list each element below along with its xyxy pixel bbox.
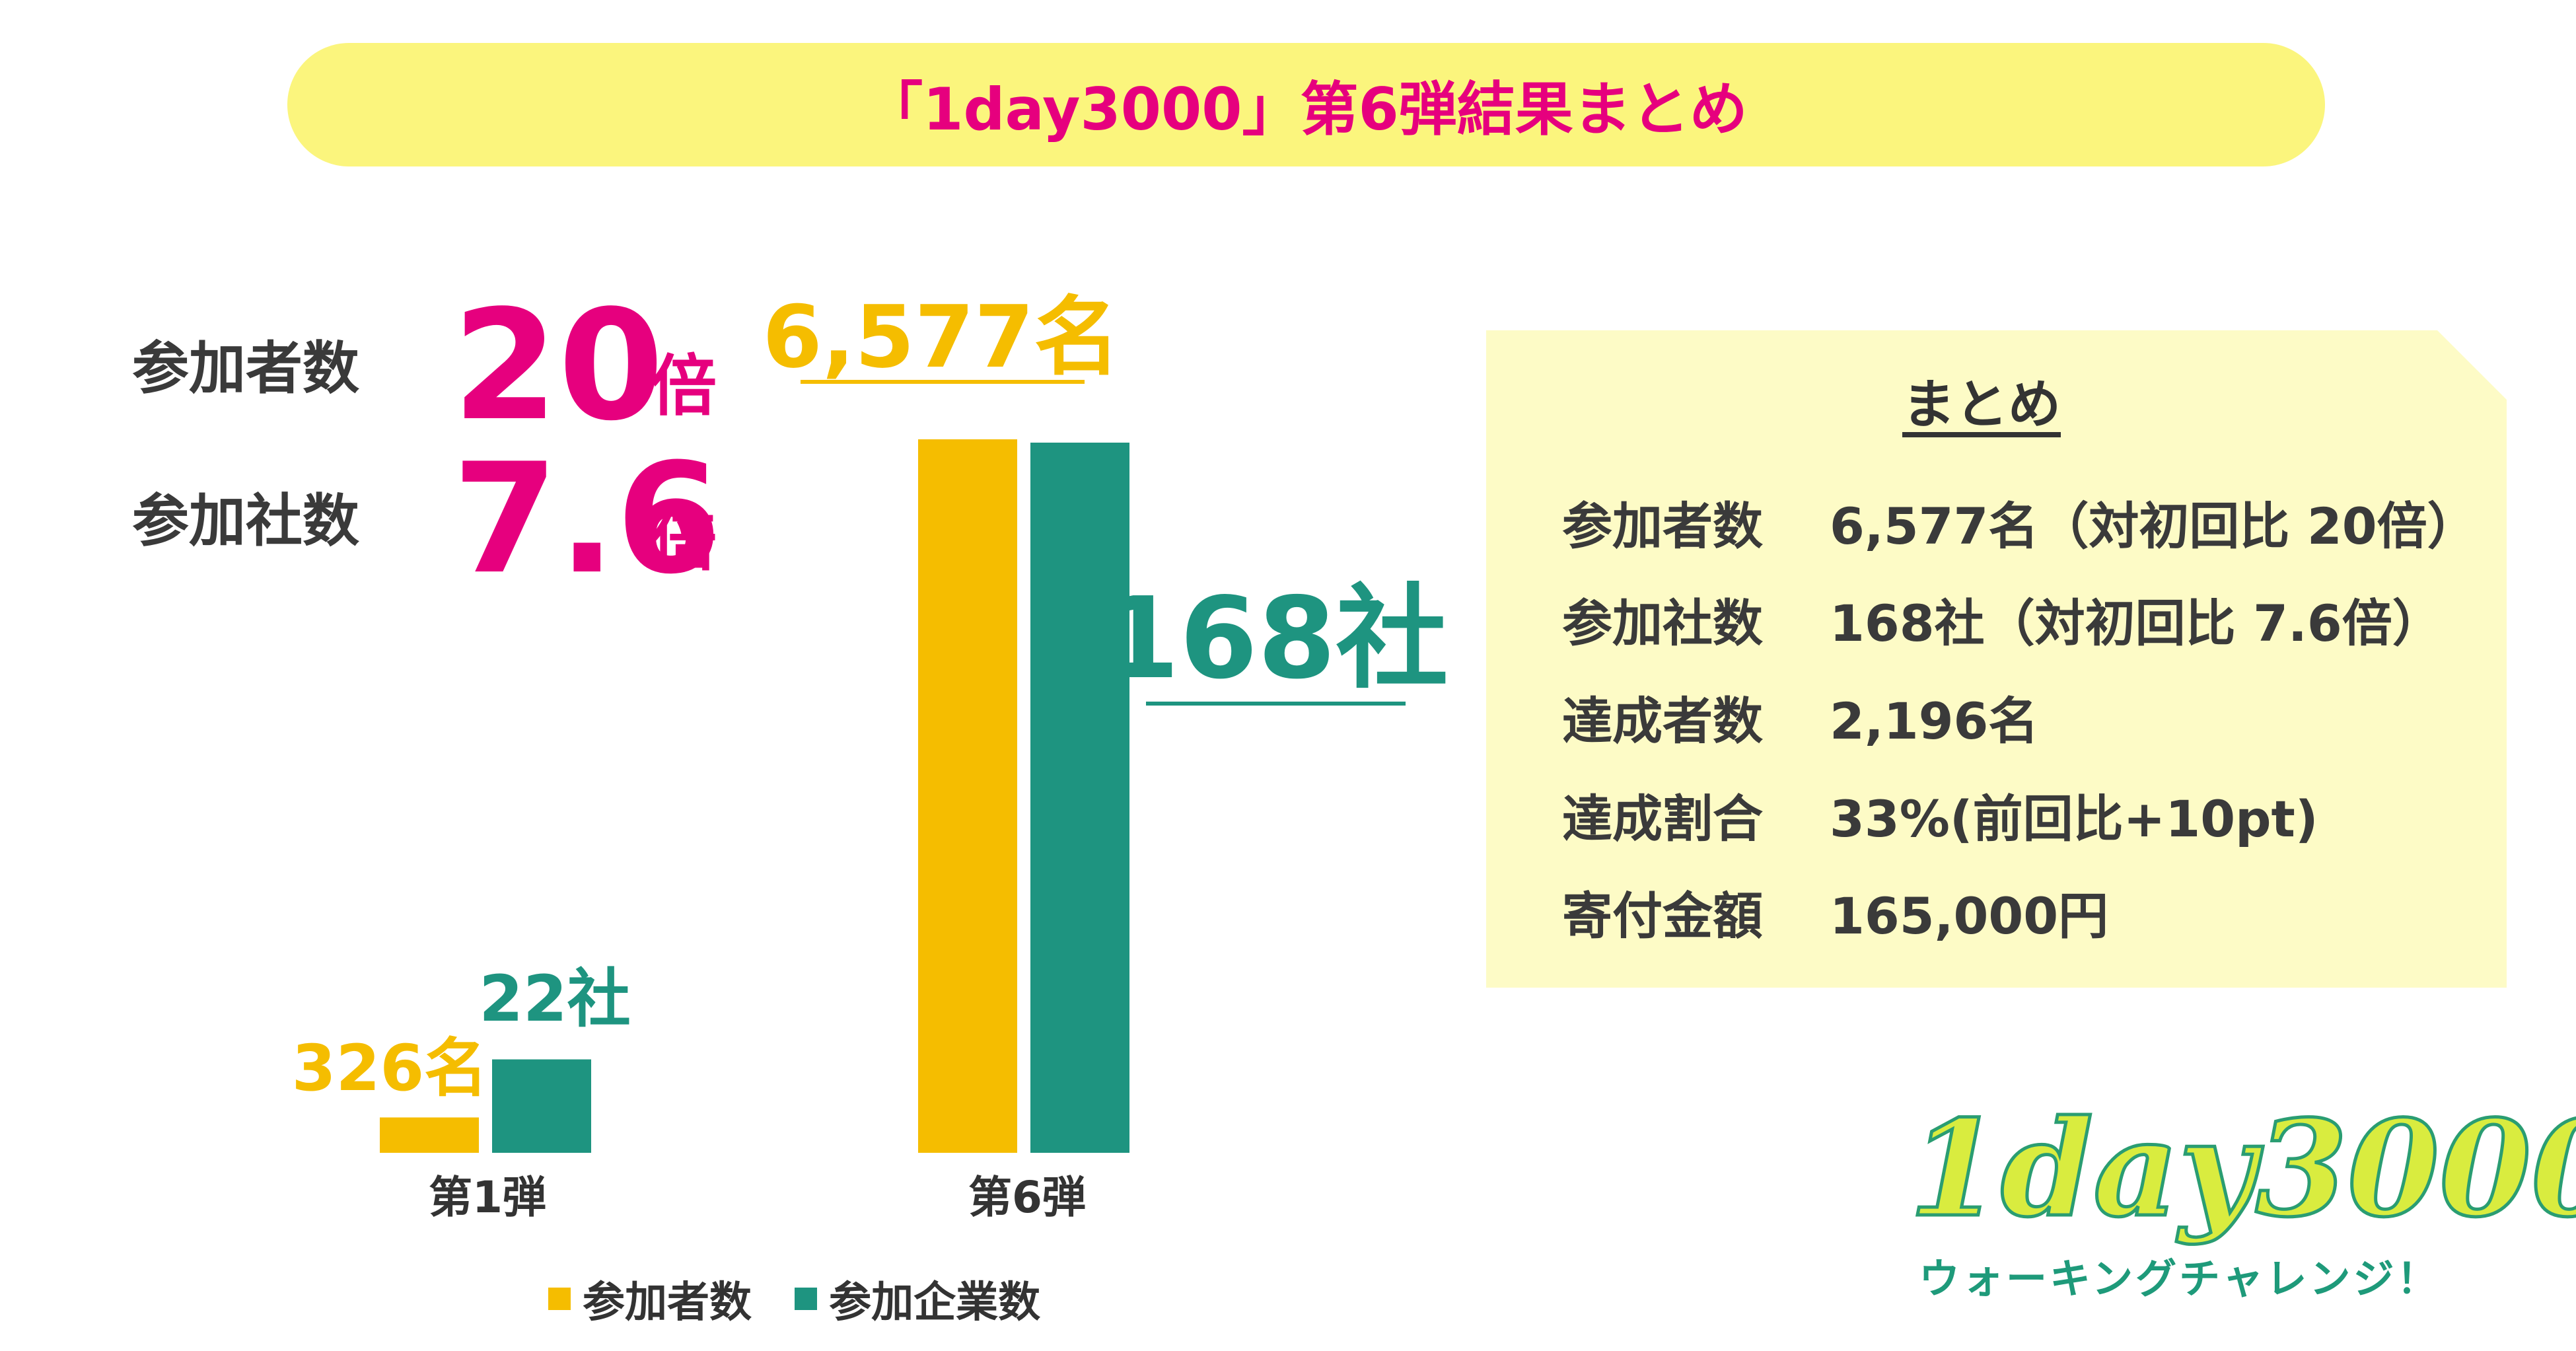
- logo-tagline: ウォーキングチャレンジ！: [1919, 1255, 2441, 1303]
- legend-swatch-participants: [548, 1288, 571, 1310]
- summary-key-companies: 参加社数: [1562, 594, 1763, 653]
- companies-stat-label: 参加社数: [132, 488, 359, 554]
- logo-wordmark: 1day3000: [1907, 1091, 2576, 1247]
- bar-participants-2: [918, 439, 1017, 1153]
- companies-stat-value: 7.6: [452, 431, 722, 608]
- category-label-1: 第1弾: [429, 1172, 546, 1223]
- legend-label-participants: 参加者数: [583, 1278, 752, 1327]
- data-label-participants-6: 6,577名: [762, 287, 1120, 387]
- summary-key-rate: 達成割合: [1562, 789, 1763, 848]
- summary-key-achievers: 達成者数: [1562, 692, 1763, 750]
- summary-panel-bg: [1486, 330, 2507, 988]
- summary-value-participants: 6,577名（対初回比 20倍）: [1830, 497, 2478, 556]
- bar-companies-2: [1030, 443, 1129, 1153]
- summary-value-donation: 165,000円: [1830, 887, 2109, 945]
- summary-heading: まとめ: [1902, 374, 2061, 435]
- summary-value-achievers: 2,196名: [1830, 692, 2039, 750]
- participants-stat-value: 20: [452, 278, 664, 455]
- participants-stat-unit: 倍: [651, 347, 717, 425]
- legend-swatch-companies: [795, 1288, 818, 1310]
- category-label-6: 第6弾: [968, 1172, 1086, 1223]
- summary-key-participants: 参加者数: [1562, 497, 1763, 556]
- chart-legend: 参加者数 参加企業数: [548, 1268, 1040, 1329]
- participants-stat-label: 参加者数: [132, 336, 359, 402]
- summary-value-rate: 33%(前回比+10pt): [1830, 789, 2318, 848]
- summary-value-companies: 168社（対初回比 7.6倍）: [1830, 594, 2443, 653]
- data-label-companies-1: 22社: [479, 962, 631, 1036]
- bar-participants-1: [380, 1117, 479, 1153]
- bar-companies-1: [492, 1059, 591, 1153]
- data-label-companies-6: 168社: [1102, 573, 1449, 704]
- summary-key-donation: 寄付金額: [1562, 887, 1763, 945]
- title-banner: 「1day3000」第6弾結果まとめ: [287, 43, 2325, 166]
- legend-label-companies: 参加企業数: [829, 1278, 1041, 1327]
- data-label-participants-1: 326名: [292, 1031, 487, 1105]
- logo: 1day3000: [1907, 1091, 2576, 1247]
- companies-stat-unit: 倍: [651, 503, 717, 580]
- page-title: 「1day3000」第6弾結果まとめ: [865, 75, 1748, 143]
